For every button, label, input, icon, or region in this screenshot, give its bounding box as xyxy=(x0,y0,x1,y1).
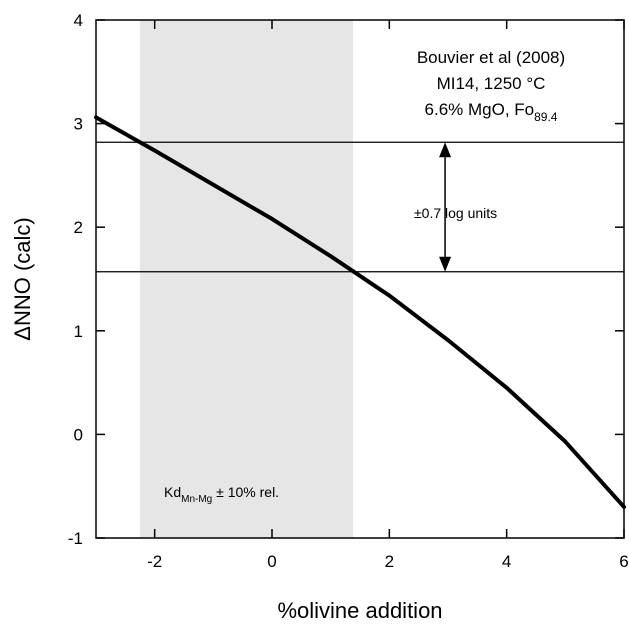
y-tick-label: 4 xyxy=(74,11,83,30)
range-arrow xyxy=(439,142,452,272)
x-axis-title: %olivine addition xyxy=(277,598,442,623)
y-tick-label: -1 xyxy=(68,529,83,548)
arrow-head-down xyxy=(439,256,452,272)
arrow-head-up xyxy=(439,142,452,158)
series-line xyxy=(94,115,626,509)
y-tick-label: 2 xyxy=(74,218,83,237)
x-tick-label: 2 xyxy=(385,552,394,571)
plot-frame xyxy=(95,19,625,539)
annotation-line-2: MI14, 1250 °C xyxy=(437,74,546,93)
y-tick-label: 1 xyxy=(74,322,83,341)
x-tick-label: 6 xyxy=(619,552,628,571)
reference-lines xyxy=(96,141,624,273)
y-tick-label: 3 xyxy=(74,115,83,134)
x-tick-label: -2 xyxy=(147,552,162,571)
x-tick-label: 4 xyxy=(502,552,511,571)
kd-label: KdMn-Mg ± 10% rel. xyxy=(164,484,279,505)
shaded-region xyxy=(140,20,353,538)
annotation-line-3: 6.6% MgO, Fo89.4 xyxy=(425,100,558,124)
arrow-label: ±0.7 log units xyxy=(414,205,497,221)
x-tick-label: 0 xyxy=(267,552,276,571)
y-axis-title: ΔNNO (calc) xyxy=(10,217,35,340)
y-tick-label: 0 xyxy=(74,425,83,444)
annotation-line-1: Bouvier et al (2008) xyxy=(417,48,565,67)
axis-ticks: -2 0 2 4 6 -1 0 1 2 3 4 xyxy=(68,11,629,571)
